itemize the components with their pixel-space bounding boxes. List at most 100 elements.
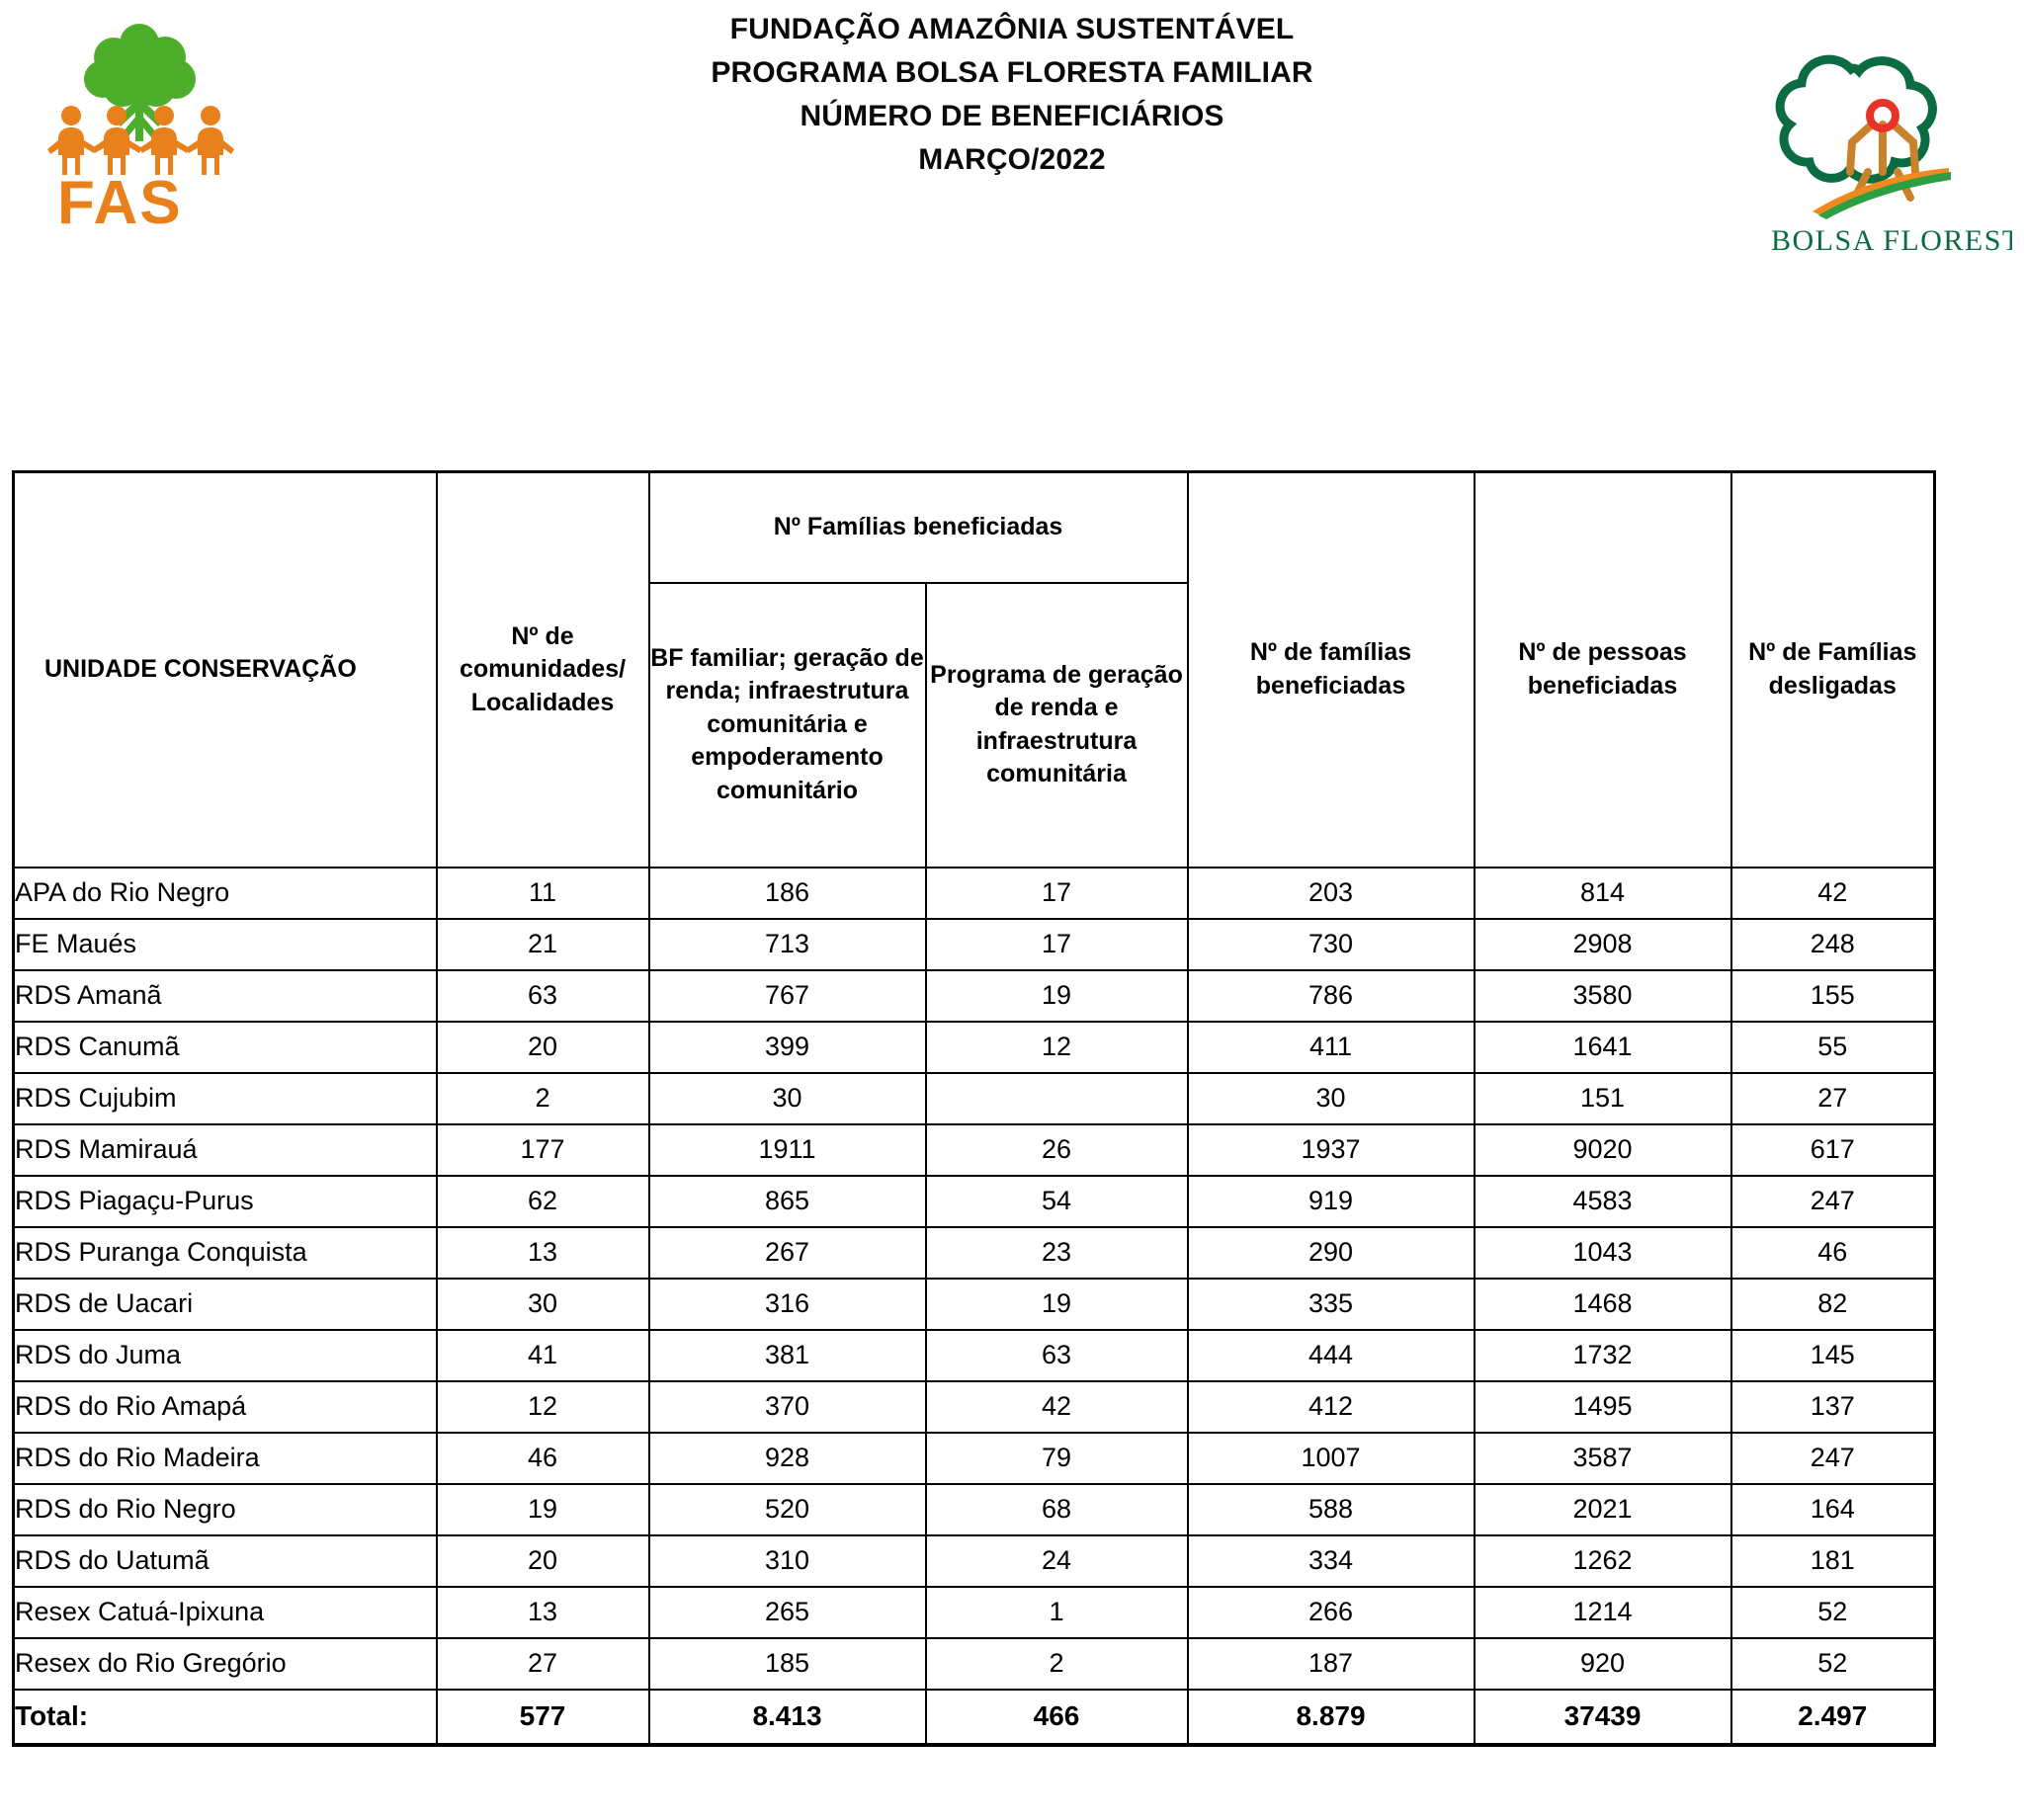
table-row: Resex Catuá-Ipixuna 13 265 1 266 1214 52 xyxy=(12,1585,1936,1639)
table-row: RDS Puranga Conquista 13 267 23 290 1043 46 xyxy=(12,1225,1936,1280)
table-row: RDS Canumã 20 399 12 411 1641 55 xyxy=(12,1020,1936,1074)
table-row: FE Maués 21 713 17 730 2908 248 xyxy=(12,917,1936,971)
cell-bf-familiar: 267 xyxy=(647,1225,927,1280)
cell-total-familias: 8.879 xyxy=(1186,1688,1476,1747)
cell-desligadas: 137 xyxy=(1729,1379,1936,1434)
cell-bf-familiar: 1911 xyxy=(647,1122,927,1177)
cell-comunidades: 20 xyxy=(435,1533,650,1588)
cell-total-comunidades: 577 xyxy=(435,1688,650,1747)
cell-bf-familiar: 767 xyxy=(647,968,927,1023)
cell-desligadas: 181 xyxy=(1729,1533,1936,1588)
table-body: APA do Rio Negro 11 186 17 203 814 42 FE Maués 2… xyxy=(12,866,1936,1747)
cell-familias: 412 xyxy=(1186,1379,1476,1434)
title-line-3: NÚMERO DE BENEFICIÁRIOS xyxy=(800,100,1224,133)
column-header-pessoas-beneficiadas: Nº de pessoas beneficiadas xyxy=(1473,470,1732,869)
cell-familias: 334 xyxy=(1186,1533,1476,1588)
cell-desligadas: 145 xyxy=(1729,1328,1936,1382)
cell-programa: 1 xyxy=(924,1585,1189,1639)
cell-unidade-conservacao: RDS Puranga Conquista xyxy=(12,1225,438,1280)
table-row: RDS Amanã 63 767 19 786 3580 155 xyxy=(12,968,1936,1023)
cell-desligadas: 617 xyxy=(1729,1122,1936,1177)
cell-desligadas: 155 xyxy=(1729,968,1936,1023)
cell-comunidades: 2 xyxy=(435,1071,650,1125)
title-line-1: FUNDAÇÃO AMAZÔNIA SUSTENTÁVEL xyxy=(729,13,1295,45)
cell-unidade-conservacao: RDS Cujubim xyxy=(12,1071,438,1125)
cell-comunidades: 19 xyxy=(435,1482,650,1536)
column-header-bf-familiar: BF familiar; geração de renda; infraestr… xyxy=(647,581,927,869)
cell-pessoas: 1468 xyxy=(1473,1277,1732,1331)
cell-comunidades: 13 xyxy=(435,1225,650,1280)
cell-bf-familiar: 30 xyxy=(647,1071,927,1125)
table-total-row: Total: 577 8.413 466 8.879 37439 2.497 xyxy=(12,1688,1936,1747)
cell-pessoas: 1214 xyxy=(1473,1585,1732,1639)
cell-unidade-conservacao: RDS do Juma xyxy=(12,1328,438,1382)
cell-unidade-conservacao: RDS Piagaçu-Purus xyxy=(12,1174,438,1228)
cell-desligadas: 27 xyxy=(1729,1071,1936,1125)
cell-programa: 42 xyxy=(924,1379,1189,1434)
cell-pessoas: 2908 xyxy=(1473,917,1732,971)
table-row: RDS do Juma 41 381 63 444 1732 145 xyxy=(12,1328,1936,1382)
cell-desligadas: 46 xyxy=(1729,1225,1936,1280)
cell-programa xyxy=(924,1071,1189,1125)
cell-bf-familiar: 185 xyxy=(647,1636,927,1691)
cell-familias: 588 xyxy=(1186,1482,1476,1536)
cell-unidade-conservacao: RDS Mamirauá xyxy=(12,1122,438,1177)
beneficiaries-table-container: UNIDADE CONSERVAÇÃO Nº de comunidades/ L… xyxy=(12,470,1937,1747)
cell-desligadas: 164 xyxy=(1729,1482,1936,1536)
cell-unidade-conservacao: RDS do Rio Madeira xyxy=(12,1431,438,1485)
cell-pessoas: 151 xyxy=(1473,1071,1732,1125)
beneficiaries-table: UNIDADE CONSERVAÇÃO Nº de comunidades/ L… xyxy=(12,470,1937,1747)
cell-pessoas: 2021 xyxy=(1473,1482,1732,1536)
column-header-programa-geracao-renda: Programa de geração de renda e infraestr… xyxy=(924,581,1189,869)
cell-unidade-conservacao: RDS Canumã xyxy=(12,1020,438,1074)
column-header-group-familias-beneficiadas: Nº Famílias beneficiadas xyxy=(647,470,1189,584)
header-row-group: UNIDADE CONSERVAÇÃO Nº de comunidades/ L… xyxy=(12,470,1936,869)
table-row: Resex do Rio Gregório 27 185 2 187 920 52 xyxy=(12,1636,1936,1691)
fas-wordmark: FAS xyxy=(57,169,183,230)
cell-comunidades: 177 xyxy=(435,1122,650,1177)
cell-desligadas: 55 xyxy=(1729,1020,1936,1074)
header-row-sub: BF familiar; geração de renda; infraestr… xyxy=(14,581,1935,869)
cell-pessoas: 1732 xyxy=(1473,1328,1732,1382)
document-title-block: FUNDAÇÃO AMAZÔNIA SUSTENTÁVEL PROGRAMA B… xyxy=(0,8,2024,182)
cell-bf-familiar: 310 xyxy=(647,1533,927,1588)
column-header-familias-beneficiadas: Nº de famílias beneficiadas xyxy=(1186,470,1476,869)
cell-comunidades: 11 xyxy=(435,866,650,920)
cell-programa: 63 xyxy=(924,1328,1189,1382)
table-row: RDS de Uacari 30 316 19 335 1468 82 xyxy=(12,1277,1936,1331)
cell-comunidades: 21 xyxy=(435,917,650,971)
swoosh-green xyxy=(1818,172,1951,219)
cell-pessoas: 3580 xyxy=(1473,968,1732,1023)
cell-unidade-conservacao: APA do Rio Negro xyxy=(12,866,438,920)
cell-unidade-conservacao: RDS de Uacari xyxy=(12,1277,438,1331)
cell-total-label: Total: xyxy=(12,1688,438,1747)
cell-unidade-conservacao: FE Maués xyxy=(12,917,438,971)
cell-desligadas: 52 xyxy=(1729,1636,1936,1691)
cell-comunidades: 63 xyxy=(435,968,650,1023)
cell-programa: 19 xyxy=(924,968,1189,1023)
cell-bf-familiar: 928 xyxy=(647,1431,927,1485)
bolsa-floresta-head-icon xyxy=(1866,99,1899,132)
cell-unidade-conservacao: RDS Amanã xyxy=(12,968,438,1023)
cell-comunidades: 46 xyxy=(435,1431,650,1485)
cell-comunidades: 12 xyxy=(435,1379,650,1434)
cell-familias: 335 xyxy=(1186,1277,1476,1331)
cell-familias: 1007 xyxy=(1186,1431,1476,1485)
table-row: RDS do Rio Amapá 12 370 42 412 1495 137 xyxy=(12,1379,1936,1434)
cell-desligadas: 247 xyxy=(1729,1431,1936,1485)
cell-pessoas: 1262 xyxy=(1473,1533,1732,1588)
cell-bf-familiar: 186 xyxy=(647,866,927,920)
cell-programa: 24 xyxy=(924,1533,1189,1588)
cell-unidade-conservacao: Resex Catuá-Ipixuna xyxy=(12,1585,438,1639)
cell-comunidades: 27 xyxy=(435,1636,650,1691)
cell-pessoas: 920 xyxy=(1473,1636,1732,1691)
cell-programa: 17 xyxy=(924,917,1189,971)
cell-desligadas: 247 xyxy=(1729,1174,1936,1228)
bolsa-floresta-tree-icon xyxy=(1775,54,1937,184)
fas-logo: FAS xyxy=(47,18,235,237)
table-head: UNIDADE CONSERVAÇÃO Nº de comunidades/ L… xyxy=(12,470,1936,869)
cell-programa: 19 xyxy=(924,1277,1189,1331)
cell-bf-familiar: 865 xyxy=(647,1174,927,1228)
cell-familias: 203 xyxy=(1186,866,1476,920)
cell-programa: 26 xyxy=(924,1122,1189,1177)
